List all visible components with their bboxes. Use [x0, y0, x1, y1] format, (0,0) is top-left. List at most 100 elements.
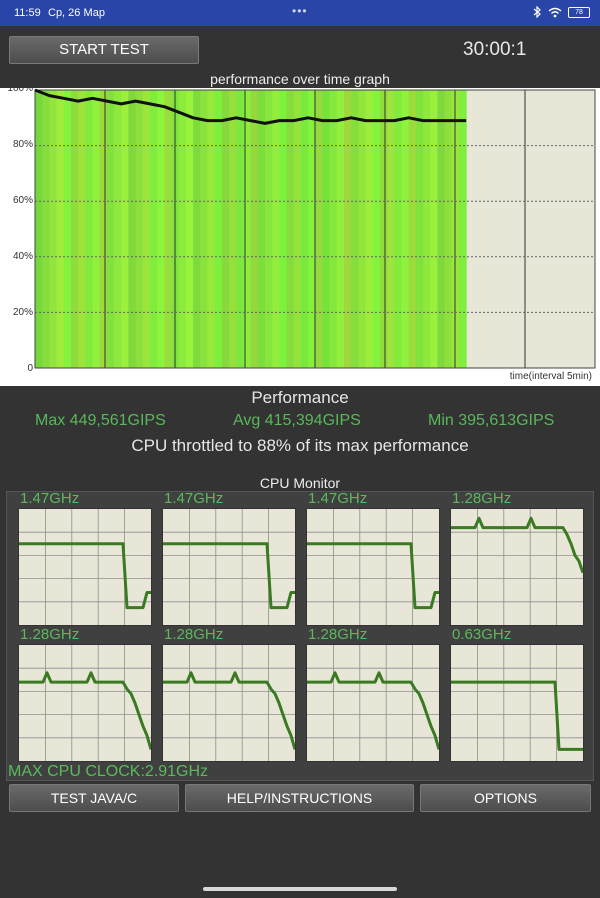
cpu-monitor-title: CPU Monitor	[259, 475, 341, 491]
y-tick-label: 0	[27, 363, 33, 374]
core-frequency: 1.47GHz	[164, 490, 224, 507]
performance-fill-stripe	[85, 90, 93, 368]
cpu-core-3: 1.28GHz	[450, 490, 584, 626]
performance-fill-stripe	[229, 90, 237, 368]
performance-fill-stripe	[236, 90, 244, 368]
cpu-monitor-panel: 1.47GHz 1.47GHz 1.47GHz 1.28GHz 1.28GHz …	[6, 490, 594, 781]
y-tick-label: 60%	[12, 195, 33, 206]
min-performance: Min 395,613GIPS	[428, 412, 555, 429]
performance-fill-stripe	[300, 90, 309, 368]
performance-fill-stripe	[207, 90, 216, 368]
core-frequency: 0.63GHz	[452, 626, 512, 643]
performance-fill-stripe	[49, 90, 58, 368]
performance-fill-stripe	[315, 90, 323, 368]
core-graph	[19, 645, 151, 761]
performance-fill-stripe	[286, 90, 295, 368]
performance-fill-stripe	[459, 90, 467, 368]
core-frequency-line	[451, 680, 583, 751]
core-frequency-line	[307, 542, 439, 610]
performance-fill-stripe	[372, 90, 381, 368]
performance-fill-stripe	[149, 90, 158, 368]
performance-fill-stripe	[408, 90, 417, 368]
core-frequency: 1.28GHz	[20, 626, 80, 643]
core-graph	[163, 509, 295, 625]
performance-fill-stripe	[351, 90, 359, 368]
cpu-core-5: 1.28GHz	[162, 626, 296, 762]
core-frequency: 1.28GHz	[164, 626, 224, 643]
performance-fill-stripe	[451, 90, 460, 368]
wifi-icon	[548, 7, 562, 17]
performance-fill-stripe	[243, 90, 252, 368]
battery-level: 78	[575, 8, 583, 16]
performance-fill-stripe	[135, 90, 144, 368]
cpu-core-1: 1.47GHz	[162, 490, 296, 626]
more-dots-icon[interactable]: •••	[292, 4, 308, 18]
status-time: 11:59	[14, 7, 41, 19]
y-tick-label: 40%	[12, 251, 33, 262]
avg-performance: Avg 415,394GIPS	[233, 412, 361, 429]
performance-fill-stripe	[387, 90, 395, 368]
performance-fill-stripe	[322, 90, 331, 368]
performance-line	[34, 88, 467, 125]
performance-fill-stripe	[185, 90, 194, 368]
graph-title: performance over time graph	[210, 71, 390, 87]
performance-fill-stripe	[193, 90, 201, 368]
performance-fill-stripe	[56, 90, 65, 368]
performance-fill-stripe	[401, 90, 410, 368]
cpu-core-4: 1.28GHz	[18, 626, 152, 762]
performance-fill-stripe	[415, 90, 424, 368]
help-instructions-button[interactable]: HELP/INSTRUCTIONS	[185, 784, 414, 812]
performance-fill-stripe	[423, 90, 431, 368]
test-java-c-button[interactable]: TEST JAVA/C	[9, 784, 179, 812]
performance-fill-stripe	[250, 90, 259, 368]
graph-border	[34, 89, 596, 369]
throttle-summary: CPU throttled to 88% of its max performa…	[131, 436, 469, 455]
cpu-core-7: 0.63GHz	[450, 626, 584, 762]
performance-fill-stripe	[336, 90, 345, 368]
performance-fill-stripe	[344, 90, 352, 368]
core-frequency: 1.47GHz	[308, 490, 368, 507]
core-graph	[307, 509, 439, 625]
core-graph	[307, 645, 439, 761]
performance-fill-stripe	[142, 90, 151, 368]
performance-fill-stripe	[200, 90, 208, 368]
performance-fill-stripe	[128, 90, 137, 368]
core-graph	[451, 509, 583, 625]
performance-fill-stripe	[272, 90, 280, 368]
max-performance: Max 449,561GIPS	[35, 412, 166, 429]
performance-fill-stripe	[394, 90, 403, 368]
core-frequency-line	[163, 671, 295, 750]
performance-fill-stripe	[358, 90, 367, 368]
performance-fill-stripe	[214, 90, 223, 368]
performance-fill-stripe	[164, 90, 173, 368]
status-date: Ср, 26 Мар	[48, 7, 105, 19]
performance-fill-stripe	[257, 90, 266, 368]
start-test-button[interactable]: START TEST	[9, 36, 199, 64]
performance-fill-stripe	[42, 90, 50, 368]
core-graph	[451, 645, 583, 761]
performance-fill-stripe	[178, 90, 187, 368]
core-frequency: 1.28GHz	[308, 626, 368, 643]
performance-fill-stripe	[264, 90, 273, 368]
core-frequency-line	[307, 671, 439, 750]
core-frequency-line	[19, 542, 151, 610]
core-frequency-line	[19, 671, 151, 750]
core-frequency-line	[163, 542, 295, 610]
core-frequency-line	[451, 516, 583, 574]
performance-graph: 100% 80% 60% 40% 20% 0 time(interval 5mi…	[0, 83, 600, 386]
core-frequency: 1.47GHz	[20, 490, 80, 507]
performance-fill-stripe	[308, 90, 316, 368]
bluetooth-icon	[533, 6, 541, 18]
performance-fill-stripe	[329, 90, 338, 368]
y-tick-label: 80%	[12, 139, 33, 150]
performance-fill-stripe	[279, 90, 288, 368]
core-graph	[163, 645, 295, 761]
status-bar: 11:59 Ср, 26 Мар ••• 78	[0, 0, 600, 26]
options-button[interactable]: OPTIONS	[420, 784, 591, 812]
gesture-nav-handle[interactable]	[203, 887, 397, 891]
performance-fill-stripe	[92, 90, 101, 368]
performance-fill-stripe	[78, 90, 86, 368]
test-timer: 30:00:1	[463, 39, 527, 60]
performance-fill-stripe	[106, 90, 115, 368]
performance-fill-stripe	[437, 90, 446, 368]
